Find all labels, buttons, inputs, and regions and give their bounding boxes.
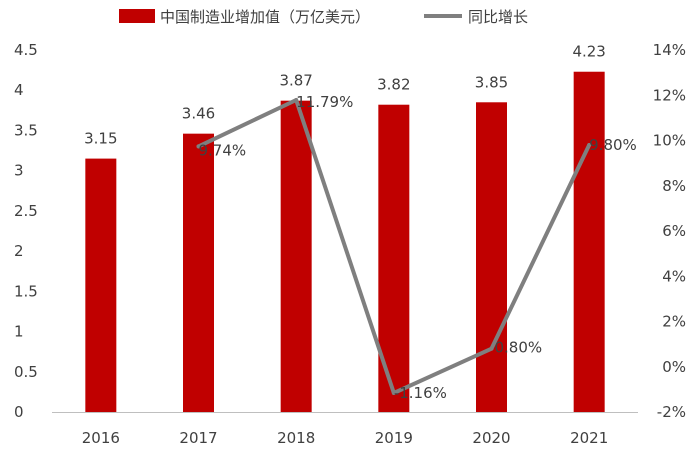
line-series	[196, 98, 592, 395]
data-labels: 3.15 3.46 3.87 3.82 3.85 4.23 9.74% 11.79% -1.16…	[84, 43, 637, 402]
x-tick-label: 2016	[82, 429, 120, 447]
line-point	[489, 346, 494, 351]
legend: 中国制造业增加值（万亿美元） 同比增长	[119, 8, 528, 26]
y-right-tick-label: 0%	[662, 358, 686, 376]
line-point	[391, 390, 396, 395]
y-right-tick-label: 12%	[653, 86, 686, 104]
axes: 0 0.5 1 1.5 2 2.5 3 3.5 4 4.5 -2% 0% 2% 4% 6% 8% 10% 12% 1…	[14, 41, 686, 447]
x-tick-label: 2020	[472, 429, 510, 447]
x-tick-label: 2017	[179, 429, 217, 447]
y-left-tick-label: 2.5	[14, 202, 38, 220]
y-right-tick-label: -2%	[657, 403, 686, 421]
legend-swatch-bar	[119, 9, 155, 23]
line-value-label: 9.80%	[589, 136, 637, 154]
y-left-tick-label: 0.5	[14, 363, 38, 381]
y-left-tick-label: 4	[14, 81, 24, 99]
legend-label-bar: 中国制造业增加值（万亿美元）	[160, 8, 370, 26]
bar	[280, 100, 312, 413]
y-left-tick-label: 4.5	[14, 41, 38, 59]
bar-value-label: 3.85	[475, 73, 508, 91]
line-point	[587, 143, 592, 148]
y-left-tick-label: 1.5	[14, 282, 38, 300]
y-left-tick-label: 3	[14, 162, 24, 180]
legend-label-line: 同比增长	[468, 8, 528, 26]
y-right-tick-label: 10%	[653, 132, 686, 150]
bar	[476, 102, 507, 413]
y-right-tick-label: 14%	[653, 41, 686, 59]
line-value-label: -1.16%	[394, 384, 447, 402]
y-left-tick-label: 3.5	[14, 121, 38, 139]
y-right-tick-label: 4%	[662, 267, 686, 285]
x-tick-label: 2021	[570, 429, 608, 447]
bar-value-label: 3.82	[377, 76, 410, 94]
line-point	[294, 98, 299, 103]
y-right-tick-label: 2%	[662, 313, 686, 331]
line-value-label: 0.80%	[495, 339, 543, 357]
bar-value-label: 3.87	[279, 72, 312, 90]
y-left-tick-label: 2	[14, 242, 24, 260]
line-point	[196, 144, 201, 149]
x-tick-label: 2019	[375, 429, 413, 447]
bar	[85, 158, 117, 412]
bar	[573, 71, 605, 412]
y-right-tick-label: 6%	[662, 222, 686, 240]
bar-value-label: 3.46	[182, 105, 215, 123]
line-value-label: 9.74%	[199, 141, 247, 159]
x-tick-label: 2018	[277, 429, 315, 447]
y-left-tick-label: 0	[14, 403, 24, 421]
line-value-label: 11.79%	[296, 93, 353, 111]
y-right-tick-label: 8%	[662, 177, 686, 195]
y-left-tick-label: 1	[14, 323, 24, 341]
bar	[183, 133, 214, 412]
bar-value-label: 3.15	[84, 130, 117, 148]
bar-value-label: 4.23	[572, 43, 605, 61]
